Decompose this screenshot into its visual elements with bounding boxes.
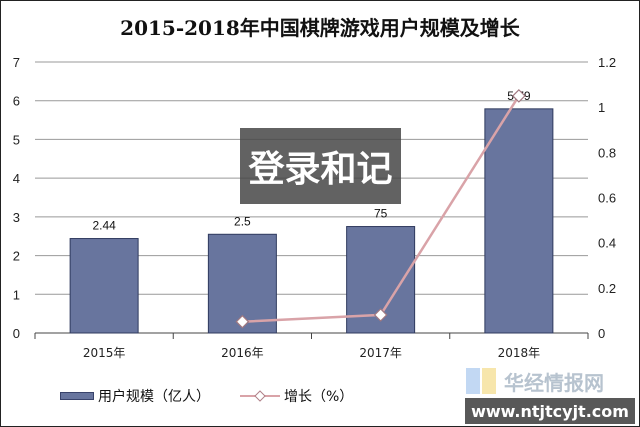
bar <box>484 108 554 334</box>
growth-point <box>512 89 526 103</box>
watermark-logo: 华经情报网 <box>466 366 636 396</box>
y-left-tick-label: 2 <box>13 249 20 264</box>
y-right-tick-label: 0.4 <box>598 236 616 251</box>
x-tick-label: 2015年 <box>83 346 126 360</box>
x-tick-label: 2017年 <box>359 346 402 360</box>
y-right-tick-label: 0.2 <box>598 281 616 296</box>
y-left-tick-label: 0 <box>13 326 20 341</box>
data-label: 2.44 <box>92 219 116 233</box>
watermark-url: www.ntjtcyjt.com <box>465 398 635 424</box>
x-tick-label: 2016年 <box>221 346 264 360</box>
y-left-tick-label: 1 <box>13 287 20 302</box>
y-left-tick-label: 3 <box>13 210 20 225</box>
y-right-tick-label: 0.6 <box>598 191 616 206</box>
y-left-tick-label: 5 <box>13 132 20 147</box>
legend-label-growth: 增长（%） <box>284 389 354 405</box>
growth-point <box>373 308 388 322</box>
y-right-tick-label: 0 <box>598 326 605 341</box>
y-right-tick-label: 1.2 <box>598 55 616 70</box>
bar <box>69 238 139 334</box>
y-left-tick-label: 6 <box>13 94 20 109</box>
growth-point <box>235 314 250 329</box>
legend-line-swatch <box>240 390 280 402</box>
legend: 用户规模（亿人） 增长（%） <box>60 386 353 406</box>
x-tick-label: 2018年 <box>498 346 541 360</box>
legend-bar-swatch <box>60 392 94 400</box>
y-right-tick-label: 1 <box>598 100 605 115</box>
chart-title: 2015-2018年中国棋牌游戏用户规模及增长 <box>120 16 520 40</box>
legend-label-users: 用户规模（亿人） <box>98 389 210 405</box>
data-label: 75 <box>374 207 388 221</box>
y-right-tick-label: 0.8 <box>598 145 616 160</box>
data-label: 2.5 <box>234 214 251 228</box>
y-left-tick-label: 7 <box>13 55 20 70</box>
overlay-banner: 登录和记 <box>240 128 401 204</box>
watermark-logo-text: 华经情报网 <box>504 370 604 395</box>
y-left-tick-label: 4 <box>13 171 20 186</box>
